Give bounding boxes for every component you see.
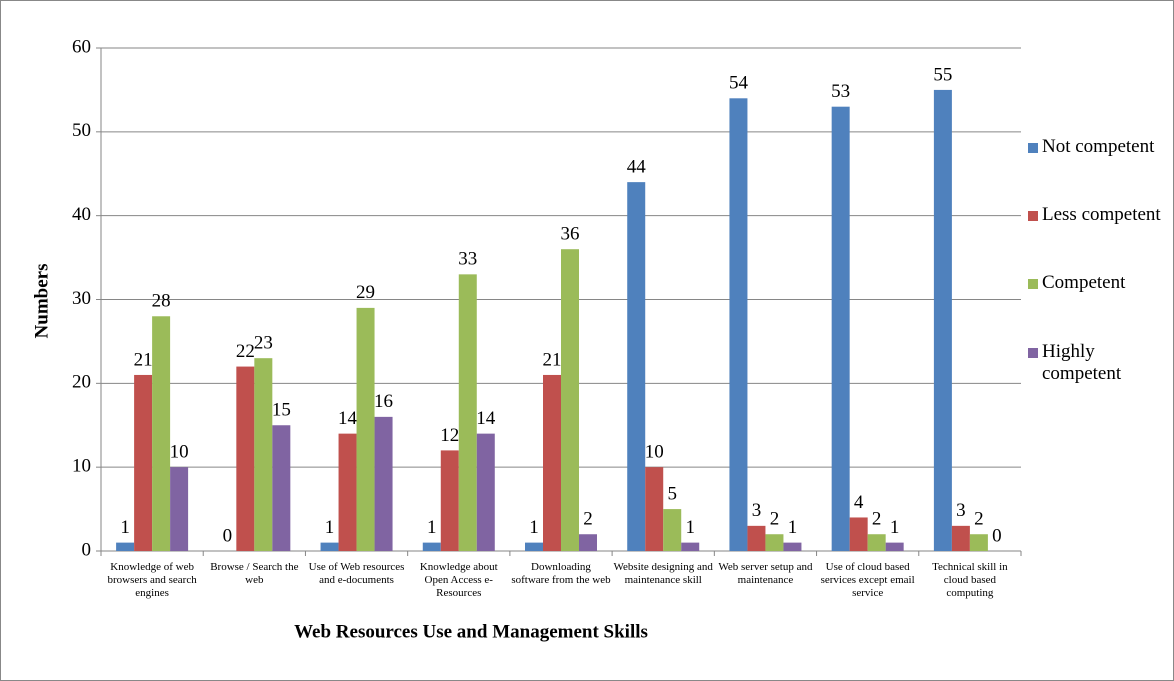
y-tick-label: 50 xyxy=(72,120,91,141)
bar xyxy=(867,534,886,551)
legend-swatch xyxy=(1028,211,1038,221)
bar xyxy=(969,534,988,551)
bar xyxy=(254,358,273,551)
x-tick-label: Knowledge of web browsers and search eng… xyxy=(107,561,197,599)
value-label: 4 xyxy=(854,492,864,513)
value-label: 10 xyxy=(170,442,189,463)
value-label: 1 xyxy=(529,517,539,538)
y-tick-label: 20 xyxy=(72,372,91,393)
legend-swatch xyxy=(1028,348,1038,358)
bar xyxy=(476,433,495,551)
value-label: 3 xyxy=(956,500,966,521)
x-tick-label: Use of cloud based services except email… xyxy=(820,561,915,599)
bar xyxy=(645,467,664,551)
value-label: 2 xyxy=(583,509,593,530)
value-label: 12 xyxy=(440,425,459,446)
y-tick-label: 30 xyxy=(72,288,91,309)
value-label: 21 xyxy=(543,349,562,370)
y-tick-label: 60 xyxy=(72,36,91,57)
value-label: 1 xyxy=(685,517,695,538)
x-tick-label: Web server setup and maintenance xyxy=(718,561,813,586)
bar xyxy=(440,450,459,551)
bar xyxy=(849,517,868,551)
value-label: 23 xyxy=(254,333,273,354)
x-tick-label: Browse / Search the web xyxy=(210,561,299,586)
x-tick-label: Downloading software from the web xyxy=(511,561,611,586)
legend-swatch xyxy=(1028,143,1038,153)
x-tick-label: Website designing and maintenance skill xyxy=(613,561,713,586)
value-label: 33 xyxy=(458,249,477,270)
bar xyxy=(356,307,375,551)
bar xyxy=(729,98,748,552)
x-tick-label: Technical skill in cloud based computing xyxy=(932,561,1008,599)
bar xyxy=(320,542,339,551)
value-label: 55 xyxy=(933,64,952,85)
bar xyxy=(422,542,441,551)
bar xyxy=(831,106,850,551)
value-label: 1 xyxy=(325,517,335,538)
value-label: 14 xyxy=(338,408,358,429)
value-label: 0 xyxy=(223,525,233,546)
value-label: 54 xyxy=(729,73,749,94)
bar xyxy=(561,249,579,551)
bar xyxy=(525,542,543,551)
value-label: 2 xyxy=(770,509,780,530)
y-tick-label: 40 xyxy=(72,204,91,225)
value-label: 44 xyxy=(627,156,647,177)
bar xyxy=(885,542,904,551)
y-axis-title: Numbers xyxy=(31,264,52,339)
y-tick-label: 10 xyxy=(72,456,91,477)
bar xyxy=(272,425,291,551)
value-label: 36 xyxy=(561,224,580,245)
value-label: 5 xyxy=(667,483,677,504)
bar xyxy=(765,534,784,551)
bar xyxy=(458,274,477,551)
value-label: 15 xyxy=(272,400,291,421)
value-label: 16 xyxy=(374,391,393,412)
bar xyxy=(951,525,970,551)
value-label: 1 xyxy=(120,517,130,538)
value-label: 28 xyxy=(152,291,171,312)
x-tick-label: Knowledge about Open Access e-Resources xyxy=(419,561,498,599)
value-label: 10 xyxy=(645,442,664,463)
value-label: 53 xyxy=(831,81,850,102)
bar xyxy=(663,509,682,551)
bar xyxy=(338,433,357,551)
bar xyxy=(170,467,189,551)
x-axis-title: Web Resources Use and Management Skills xyxy=(294,621,648,642)
bar xyxy=(627,182,646,551)
value-label: 14 xyxy=(476,408,496,429)
value-label: 22 xyxy=(236,341,255,362)
value-label: 0 xyxy=(992,525,1002,546)
bar xyxy=(933,89,952,552)
bar xyxy=(374,416,393,551)
bar xyxy=(681,542,700,551)
legend-label: Less competent xyxy=(1042,204,1161,225)
legend-label: Not competent xyxy=(1042,136,1155,157)
bar xyxy=(747,525,766,551)
value-label: 1 xyxy=(427,517,437,538)
value-label: 3 xyxy=(752,500,762,521)
y-tick-label: 0 xyxy=(82,539,92,560)
bar xyxy=(236,366,255,551)
bar xyxy=(134,374,153,551)
value-label: 29 xyxy=(356,282,375,303)
value-label: 1 xyxy=(788,517,798,538)
x-tick-label: Use of Web resources and e-documents xyxy=(308,561,405,586)
bar xyxy=(783,542,802,551)
legend-swatch xyxy=(1028,279,1038,289)
bar xyxy=(543,374,561,551)
legend-label: Competent xyxy=(1042,272,1126,293)
value-label: 2 xyxy=(974,509,984,530)
bar xyxy=(152,316,171,551)
value-label: 21 xyxy=(134,349,153,370)
legend-label: Highly competent xyxy=(1042,341,1122,384)
value-label: 2 xyxy=(872,509,882,530)
bar xyxy=(116,542,135,551)
value-label: 1 xyxy=(890,517,900,538)
bar xyxy=(579,534,597,551)
